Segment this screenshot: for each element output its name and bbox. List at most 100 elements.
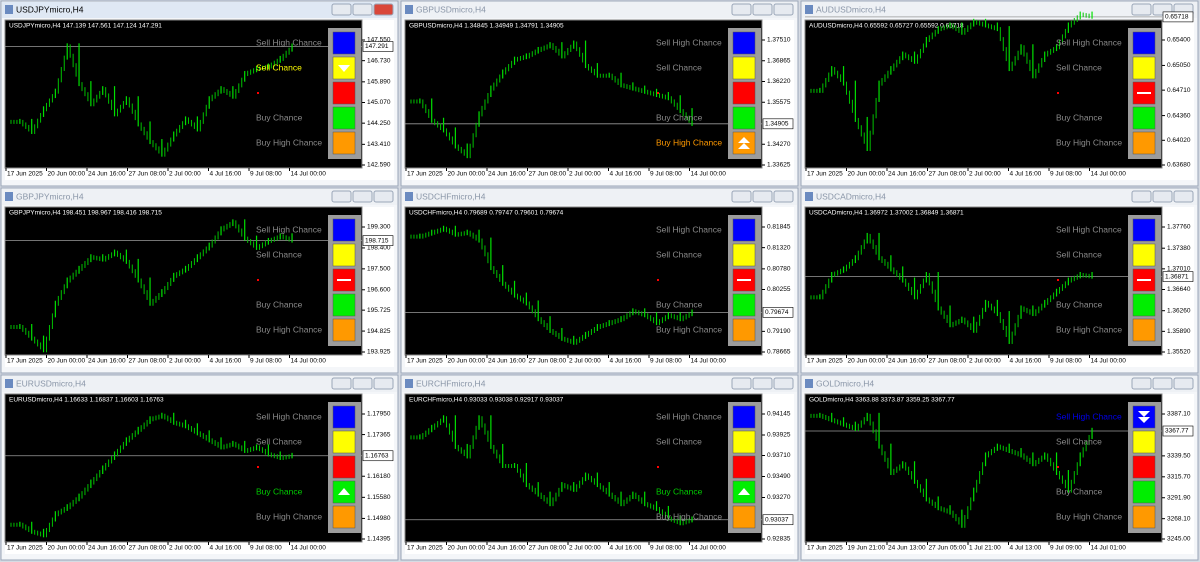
time-tick-label: 27 Jun 08:00 <box>129 358 167 365</box>
signal-label: Sell High Chance <box>656 411 722 421</box>
signal-box <box>732 106 756 130</box>
price-label <box>762 307 794 318</box>
maximize-button[interactable] <box>352 3 373 16</box>
window-icon <box>5 379 13 388</box>
minimize-button[interactable] <box>1131 377 1152 390</box>
price-tick-label: 0.64710 <box>1167 87 1191 94</box>
close-button[interactable] <box>773 190 794 203</box>
signal-label: Buy High Chance <box>656 511 722 521</box>
close-button[interactable] <box>773 377 794 390</box>
time-tick-label: 4 Jul 13:00 <box>1010 545 1042 552</box>
time-tick-label: 2 Jul 00:00 <box>569 545 601 552</box>
price-tick-label: 194.825 <box>367 328 391 335</box>
close-button[interactable] <box>1173 190 1194 203</box>
price-tick-label: 0.93490 <box>767 473 791 480</box>
window-icon <box>405 379 413 388</box>
price-label-text: 0.65718 <box>1165 14 1189 21</box>
minimize-button[interactable] <box>331 3 352 16</box>
price-axis <box>362 207 394 355</box>
maximize-button[interactable] <box>752 190 773 203</box>
maximize-button[interactable] <box>1152 190 1173 203</box>
time-tick-label: 9 Jul 09:00 <box>1050 545 1082 552</box>
price-tick-label: 0.92835 <box>767 536 791 543</box>
maximize-button[interactable] <box>752 377 773 390</box>
price-tick-label: 193.925 <box>367 349 391 356</box>
signal-box <box>1132 243 1156 267</box>
time-tick-label: 24 Jun 16:00 <box>488 545 526 552</box>
time-tick-label: 2 Jul 00:00 <box>169 171 201 178</box>
price-tick-label: 1.37760 <box>1167 224 1191 231</box>
price-tick-label: 142.590 <box>367 162 391 169</box>
signal-label: Buy Chance <box>256 486 303 496</box>
price-label-text: 147.291 <box>365 43 389 50</box>
maximize-button[interactable] <box>752 3 773 16</box>
time-axis <box>805 355 1194 367</box>
time-axis <box>5 542 394 554</box>
chart-plot <box>4 19 363 169</box>
time-tick-label: 19 Jun 21:00 <box>848 545 886 552</box>
signal-label: Buy High Chance <box>656 324 722 334</box>
maximize-button[interactable] <box>352 190 373 203</box>
price-tick-label: 197.500 <box>367 266 391 273</box>
time-tick-label: 9 Jul 08:00 <box>1050 358 1082 365</box>
price-tick-label: 1.14395 <box>367 536 391 543</box>
chart-header: GBPUSDmicro,H4 1.34845 1.34949 1.34791 1… <box>409 23 564 30</box>
minimize-button[interactable] <box>731 3 752 16</box>
minimize-button[interactable] <box>731 190 752 203</box>
price-tick-label: 0.81845 <box>767 224 791 231</box>
signal-label: Buy Chance <box>256 299 303 309</box>
minimize-button[interactable] <box>731 377 752 390</box>
title-bar <box>402 376 797 392</box>
signal-box <box>732 31 756 55</box>
minimize-button[interactable] <box>1131 3 1152 16</box>
time-tick-label: 17 Jun 2025 <box>407 171 443 178</box>
close-button[interactable] <box>373 3 394 16</box>
signal-label: Sell Chance <box>256 436 302 446</box>
close-button[interactable] <box>373 190 394 203</box>
time-tick-label: 24 Jun 16:00 <box>888 358 926 365</box>
signal-label: Buy High Chance <box>1056 511 1122 521</box>
signal-dot <box>657 92 659 94</box>
time-tick-label: 14 Jul 01:00 <box>1091 545 1127 552</box>
window-title: USDJPYmicro,H4 <box>16 4 84 14</box>
price-tick-label: 1.33625 <box>767 162 791 169</box>
price-axis <box>762 20 794 168</box>
price-tick-label: 3339.50 <box>1167 453 1191 460</box>
signal-box <box>332 243 356 267</box>
signal-box <box>732 318 756 342</box>
signal-box <box>332 31 356 55</box>
price-label <box>762 514 794 526</box>
window-icon <box>405 5 413 14</box>
price-tick-label: 198.400 <box>367 245 391 252</box>
minimize-button[interactable] <box>331 190 352 203</box>
price-tick-label: 0.81320 <box>767 244 791 251</box>
time-tick-label: 9 Jul 08:00 <box>250 358 282 365</box>
window-icon <box>5 5 13 14</box>
signal-icon <box>337 279 351 281</box>
close-button[interactable] <box>373 377 394 390</box>
maximize-button[interactable] <box>352 377 373 390</box>
signal-label: Buy Chance <box>1056 486 1103 496</box>
window-title: USDCHFmicro,H4 <box>416 191 486 201</box>
price-tick-label: 1.34270 <box>767 141 791 148</box>
close-button[interactable] <box>773 3 794 16</box>
title-bar <box>802 2 1197 18</box>
signal-box <box>1132 131 1156 155</box>
minimize-button[interactable] <box>1131 190 1152 203</box>
signal-box <box>732 243 756 267</box>
minimize-button[interactable] <box>331 377 352 390</box>
price-tick-label: 145.070 <box>367 99 391 106</box>
price-tick-label: 196.600 <box>367 287 391 294</box>
time-tick-label: 17 Jun 2025 <box>7 545 43 552</box>
signal-label: Buy Chance <box>1056 299 1103 309</box>
price-tick-label: 3315.70 <box>1167 474 1191 481</box>
time-tick-label: 20 Jun 00:00 <box>48 358 86 365</box>
time-axis <box>405 168 794 180</box>
price-tick-label: 144.250 <box>367 120 391 127</box>
time-tick-label: 17 Jun 2025 <box>407 358 443 365</box>
maximize-button[interactable] <box>1152 377 1173 390</box>
close-button[interactable] <box>1173 377 1194 390</box>
time-tick-label: 9 Jul 08:00 <box>650 358 682 365</box>
time-tick-label: 14 Jul 00:00 <box>291 171 327 178</box>
title-bar <box>802 189 1197 205</box>
